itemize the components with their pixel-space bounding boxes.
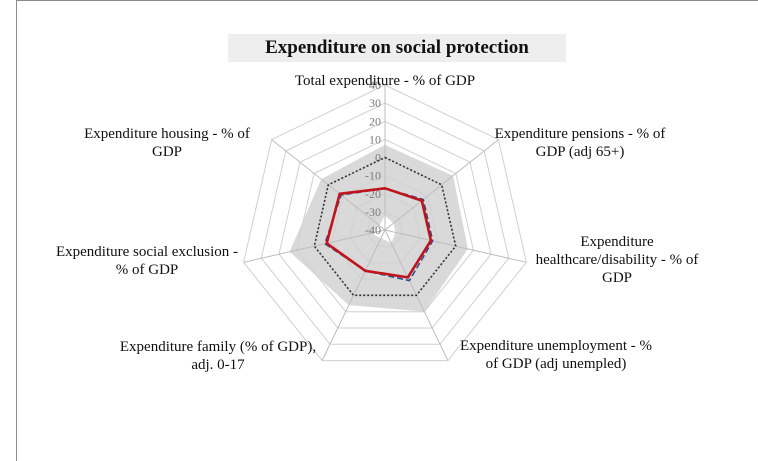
radial-tick-label: -40 — [365, 223, 381, 237]
radial-tick-label: 10 — [369, 132, 381, 146]
axis-label-6: Expenditure social exclusion -% of GDP — [56, 244, 238, 278]
chart-title: Expenditure on social protection — [228, 34, 566, 62]
chart-frame — [16, 0, 758, 461]
radial-tick-label: 20 — [369, 114, 381, 128]
grid-ring — [349, 193, 421, 264]
axis-label-4: Expenditure unemployment - % of GDP (adj … — [460, 338, 652, 372]
radial-tick-label: -30 — [365, 205, 381, 219]
axis-label-7: Expenditure housing - % of GDP — [84, 126, 250, 160]
grid-ring — [243, 84, 527, 362]
series-line-3 — [325, 187, 433, 279]
grid-ring — [260, 102, 510, 345]
grid-ring — [331, 175, 439, 280]
axis-label-5: Expenditure family (% of GDP), adj. 0-17 — [120, 339, 316, 373]
axis-label-3: Expenditure healthcare/disability - % of G… — [536, 234, 699, 286]
grid-ring — [278, 120, 492, 329]
grid-ring — [366, 211, 404, 247]
radial-tick-label: 30 — [369, 96, 381, 110]
axis-label-2: Expenditure pensions - % of GDP (adj 65+) — [495, 126, 666, 160]
range-band — [289, 144, 469, 312]
radial-tick-label: -10 — [365, 169, 381, 183]
radar-spoke — [321, 229, 386, 361]
axis-label-1: Total expenditure - % of GDP — [295, 73, 475, 89]
series-line-1 — [313, 156, 457, 297]
radar-spoke — [384, 139, 499, 231]
radial-tick-label: 0 — [375, 151, 381, 165]
radial-tick-label: 40 — [369, 78, 381, 92]
radar-spoke — [243, 229, 386, 263]
grid-ring — [296, 138, 474, 313]
